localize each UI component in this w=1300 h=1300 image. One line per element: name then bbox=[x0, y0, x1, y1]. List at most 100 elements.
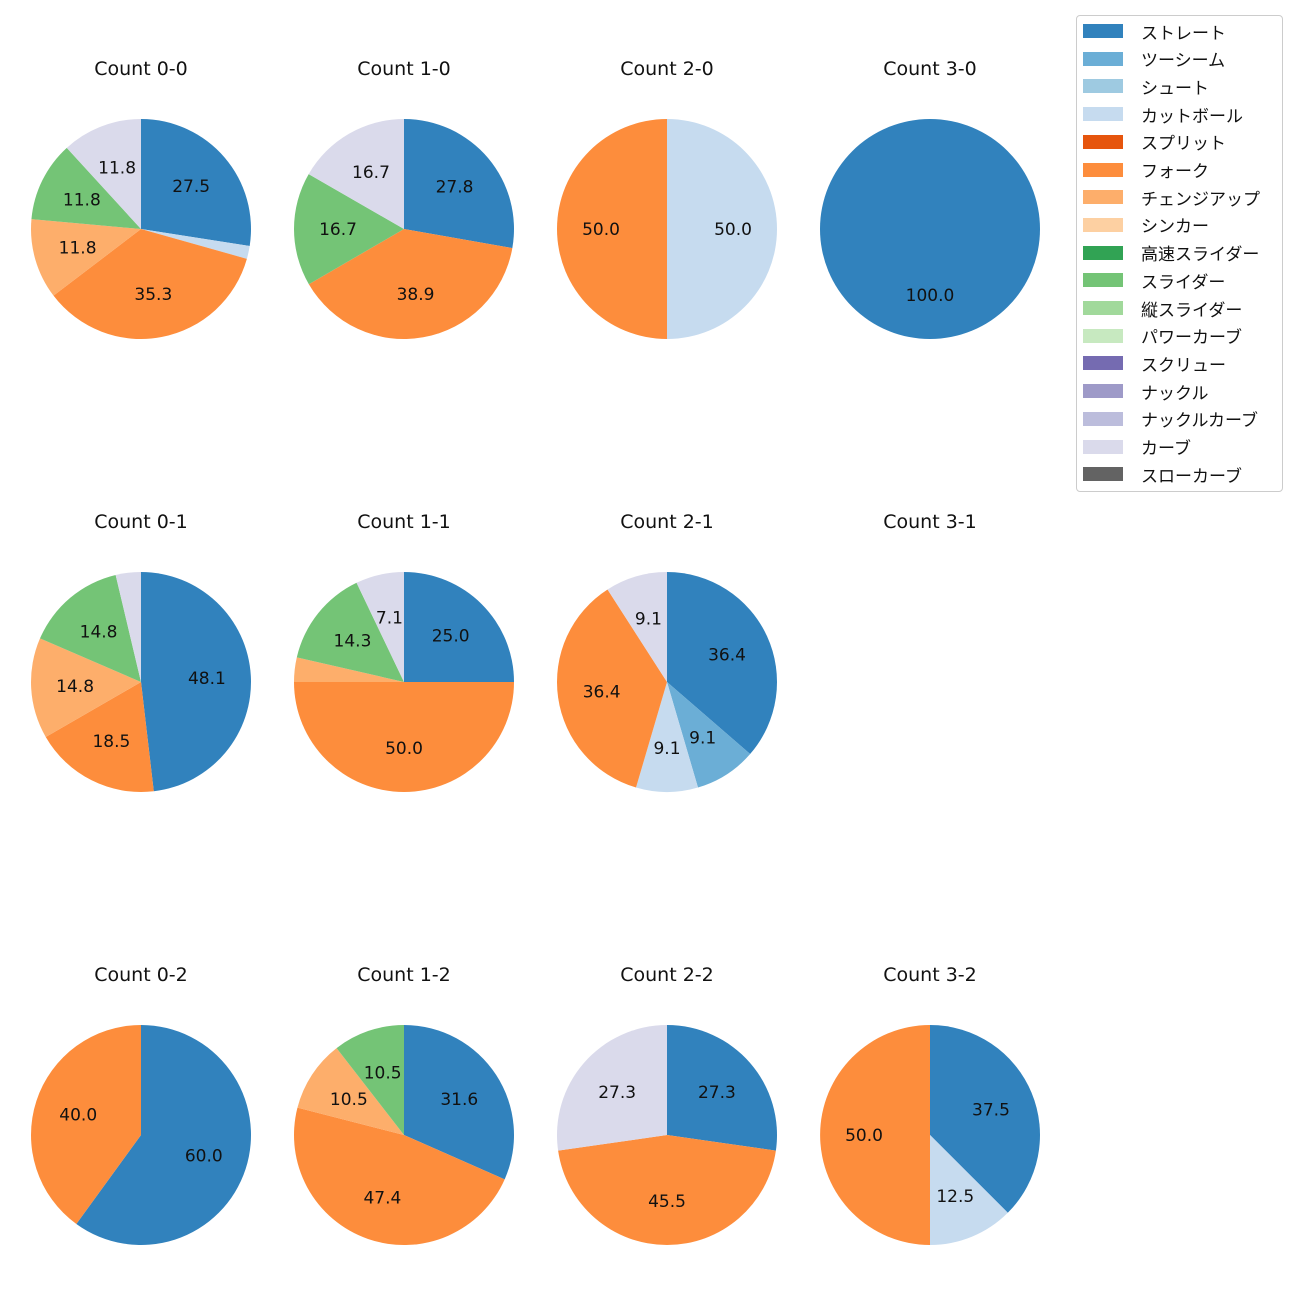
legend-item: カットボール bbox=[1083, 104, 1243, 127]
legend-item: ナックルカーブ bbox=[1083, 409, 1258, 432]
slice-label: 11.8 bbox=[59, 238, 97, 258]
legend-swatch bbox=[1083, 24, 1123, 38]
legend-item: 縦スライダー bbox=[1083, 298, 1243, 321]
slice-label: 7.1 bbox=[376, 609, 403, 629]
slice-label: 27.8 bbox=[436, 178, 474, 198]
slice-label: 11.8 bbox=[63, 191, 101, 211]
pie-slice bbox=[820, 119, 1040, 339]
pie-slice bbox=[141, 229, 250, 259]
chart-title: Count 3-0 bbox=[883, 58, 977, 80]
pie-chart: Count 1-0 27.8 38.9 16.7 16.7 bbox=[294, 58, 514, 339]
legend-label: スクリュー bbox=[1141, 355, 1226, 376]
legend-label: カットボール bbox=[1141, 106, 1243, 127]
pie-slice bbox=[294, 174, 404, 285]
pie-slice bbox=[294, 1107, 505, 1245]
pie-chart: Count 2-2 27.3 45.5 27.3 bbox=[557, 964, 777, 1245]
pie-slice bbox=[557, 119, 667, 339]
legend-swatch bbox=[1083, 439, 1123, 454]
slice-label: 16.7 bbox=[352, 163, 390, 183]
slice-label: 11.8 bbox=[98, 158, 136, 178]
pie-slice bbox=[820, 1025, 930, 1245]
slice-label: 9.1 bbox=[635, 610, 662, 630]
legend-swatch bbox=[1083, 245, 1123, 260]
legend-label: 高速スライダー bbox=[1141, 245, 1260, 266]
pie-chart: Count 0-0 27.5 35.3 11.8 11.8 11.8 bbox=[30, 58, 251, 339]
pie-chart: Count 3-0 100.0 bbox=[820, 58, 1040, 339]
slice-label: 27.3 bbox=[698, 1083, 736, 1103]
legend-label: スローカーブ bbox=[1141, 466, 1242, 487]
legend-item: チェンジアップ bbox=[1083, 187, 1260, 210]
legend-item: カーブ bbox=[1083, 437, 1191, 459]
legend-item: シンカー bbox=[1083, 215, 1209, 238]
pie-slice bbox=[294, 657, 404, 682]
legend-label: ナックルカーブ bbox=[1141, 411, 1258, 432]
legend-label: スプリット bbox=[1141, 134, 1226, 155]
legend-item: パワーカーブ bbox=[1083, 326, 1242, 349]
legend-swatch bbox=[1083, 134, 1123, 149]
pie-slice bbox=[30, 638, 141, 737]
chart-title: Count 2-0 bbox=[620, 58, 714, 80]
chart-title: Count 2-1 bbox=[620, 511, 714, 533]
slice-label: 25.0 bbox=[432, 626, 470, 646]
legend-item: シュート bbox=[1083, 76, 1209, 99]
legend-swatch bbox=[1083, 190, 1123, 205]
slice-label: 14.8 bbox=[56, 677, 94, 697]
chart-title: Count 1-2 bbox=[357, 964, 451, 986]
legend-swatch bbox=[1083, 217, 1123, 232]
legend-swatch bbox=[1083, 328, 1123, 343]
pie-slice bbox=[294, 682, 514, 792]
chart-title: Count 1-1 bbox=[357, 511, 451, 533]
chart-title: Count 2-2 bbox=[620, 964, 714, 986]
slice-label: 16.7 bbox=[319, 220, 357, 240]
pie-chart: Count 2-1 36.4 9.1 9.1 36.4 9.1 bbox=[556, 511, 777, 793]
slice-label: 12.5 bbox=[936, 1187, 974, 1207]
legend-label: 縦スライダー bbox=[1141, 300, 1243, 321]
pie-slice bbox=[404, 1025, 514, 1180]
legend-label: カーブ bbox=[1141, 439, 1191, 459]
pie-slice bbox=[31, 147, 141, 229]
pie-slice bbox=[607, 572, 667, 682]
slice-label: 31.6 bbox=[440, 1090, 478, 1110]
legend-item: ナックル bbox=[1083, 381, 1209, 404]
pie-chart: Count 0-2 60.0 40.0 bbox=[31, 964, 252, 1246]
legend-swatch bbox=[1083, 273, 1123, 288]
legend: ストレート ツーシーム シュート カットボール スプリット フォーク チェンジアップ シンカー… bbox=[1076, 15, 1283, 492]
pie-slice bbox=[308, 229, 513, 339]
chart-title: Count 0-2 bbox=[94, 964, 188, 986]
slice-label: 50.0 bbox=[845, 1126, 883, 1146]
slice-label: 14.8 bbox=[80, 622, 118, 642]
slice-label: 40.0 bbox=[59, 1106, 97, 1126]
legend-swatch bbox=[1083, 107, 1123, 122]
pie-slice bbox=[141, 572, 252, 792]
pie-slice bbox=[66, 119, 141, 229]
legend-item: フォーク bbox=[1083, 160, 1209, 182]
legend-label: シンカー bbox=[1141, 217, 1209, 238]
slice-label: 10.5 bbox=[364, 1064, 402, 1084]
pie-slice bbox=[336, 1025, 404, 1135]
legend-swatch bbox=[1083, 467, 1123, 482]
pie-slice bbox=[667, 1025, 777, 1151]
pie-slice bbox=[667, 572, 777, 755]
pie-slice bbox=[557, 1025, 667, 1151]
legend-label: フォーク bbox=[1141, 162, 1209, 182]
legend-item: スプリット bbox=[1083, 132, 1226, 155]
chart-title: Count 3-2 bbox=[883, 964, 977, 986]
slice-label: 36.4 bbox=[583, 682, 621, 702]
legend-label: パワーカーブ bbox=[1141, 328, 1242, 349]
legend-item: 高速スライダー bbox=[1083, 243, 1260, 266]
legend-label: チェンジアップ bbox=[1141, 189, 1260, 210]
slice-label: 45.5 bbox=[648, 1192, 686, 1212]
legend-item: スクリュー bbox=[1083, 353, 1226, 376]
pie-slice bbox=[141, 119, 251, 247]
pie-chart: Count 0-1 48.1 18.5 14.8 14.8 bbox=[30, 511, 252, 792]
slice-label: 100.0 bbox=[906, 286, 955, 306]
legend-swatch bbox=[1083, 411, 1123, 426]
slice-label: 9.1 bbox=[689, 729, 716, 749]
slice-label: 47.4 bbox=[363, 1188, 401, 1208]
slice-label: 14.3 bbox=[334, 632, 372, 652]
pie-slice bbox=[556, 589, 667, 788]
slice-label: 10.5 bbox=[330, 1090, 368, 1110]
pie-slice bbox=[930, 1135, 1008, 1245]
legend-swatch bbox=[1083, 356, 1123, 371]
